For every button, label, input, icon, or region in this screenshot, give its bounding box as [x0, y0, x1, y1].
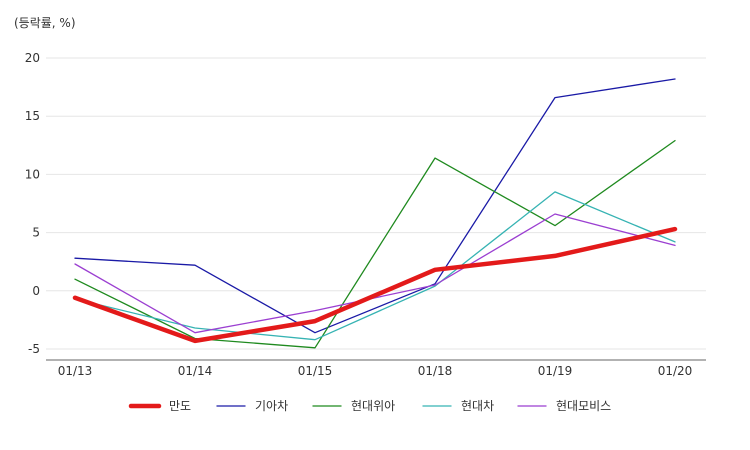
- axes: -5 0 5 10 15 20 01/13 01/14 01/15 01/18 01/19 01/20: [25, 51, 706, 378]
- y-tick-label: 5: [32, 226, 40, 240]
- x-tick-label: 01/14: [178, 364, 213, 378]
- series-line-3: [74, 191, 676, 341]
- legend-label: 현대모비스: [556, 399, 611, 413]
- series-line-1: [74, 78, 676, 334]
- legend-item-3[interactable]: 현대차: [422, 399, 494, 413]
- series-line-4: [74, 213, 676, 334]
- series-line-0: [72, 226, 678, 344]
- x-tick-label: 01/20: [658, 364, 693, 378]
- legend-label: 현대차: [461, 399, 494, 413]
- y-tick-label: 15: [25, 109, 40, 123]
- legend-item-0[interactable]: 만도: [128, 399, 191, 413]
- x-tick-label: 01/15: [298, 364, 333, 378]
- legend-item-4[interactable]: 현대모비스: [517, 399, 611, 413]
- grid: [46, 57, 706, 350]
- y-unit-label: (등락률, %): [14, 16, 76, 30]
- legend-item-1[interactable]: 기아차: [216, 399, 288, 413]
- y-tick-label: 10: [25, 167, 40, 181]
- y-tick-label: 0: [32, 284, 40, 298]
- legend-label: 기아차: [255, 399, 288, 413]
- x-tick-label: 01/18: [418, 364, 453, 378]
- x-tick-label: 01/13: [58, 364, 93, 378]
- legend: 만도 기아차 현대위아 현대차 현대모비스: [128, 399, 611, 413]
- series-line-2: [74, 139, 676, 349]
- y-tick-label: -5: [28, 342, 40, 356]
- y-tick-label: 20: [25, 51, 40, 65]
- x-tick-label: 01/19: [538, 364, 573, 378]
- legend-label: 만도: [169, 399, 191, 413]
- legend-label: 현대위아: [351, 399, 395, 413]
- series-lines: [72, 78, 678, 349]
- legend-item-2[interactable]: 현대위아: [312, 399, 395, 413]
